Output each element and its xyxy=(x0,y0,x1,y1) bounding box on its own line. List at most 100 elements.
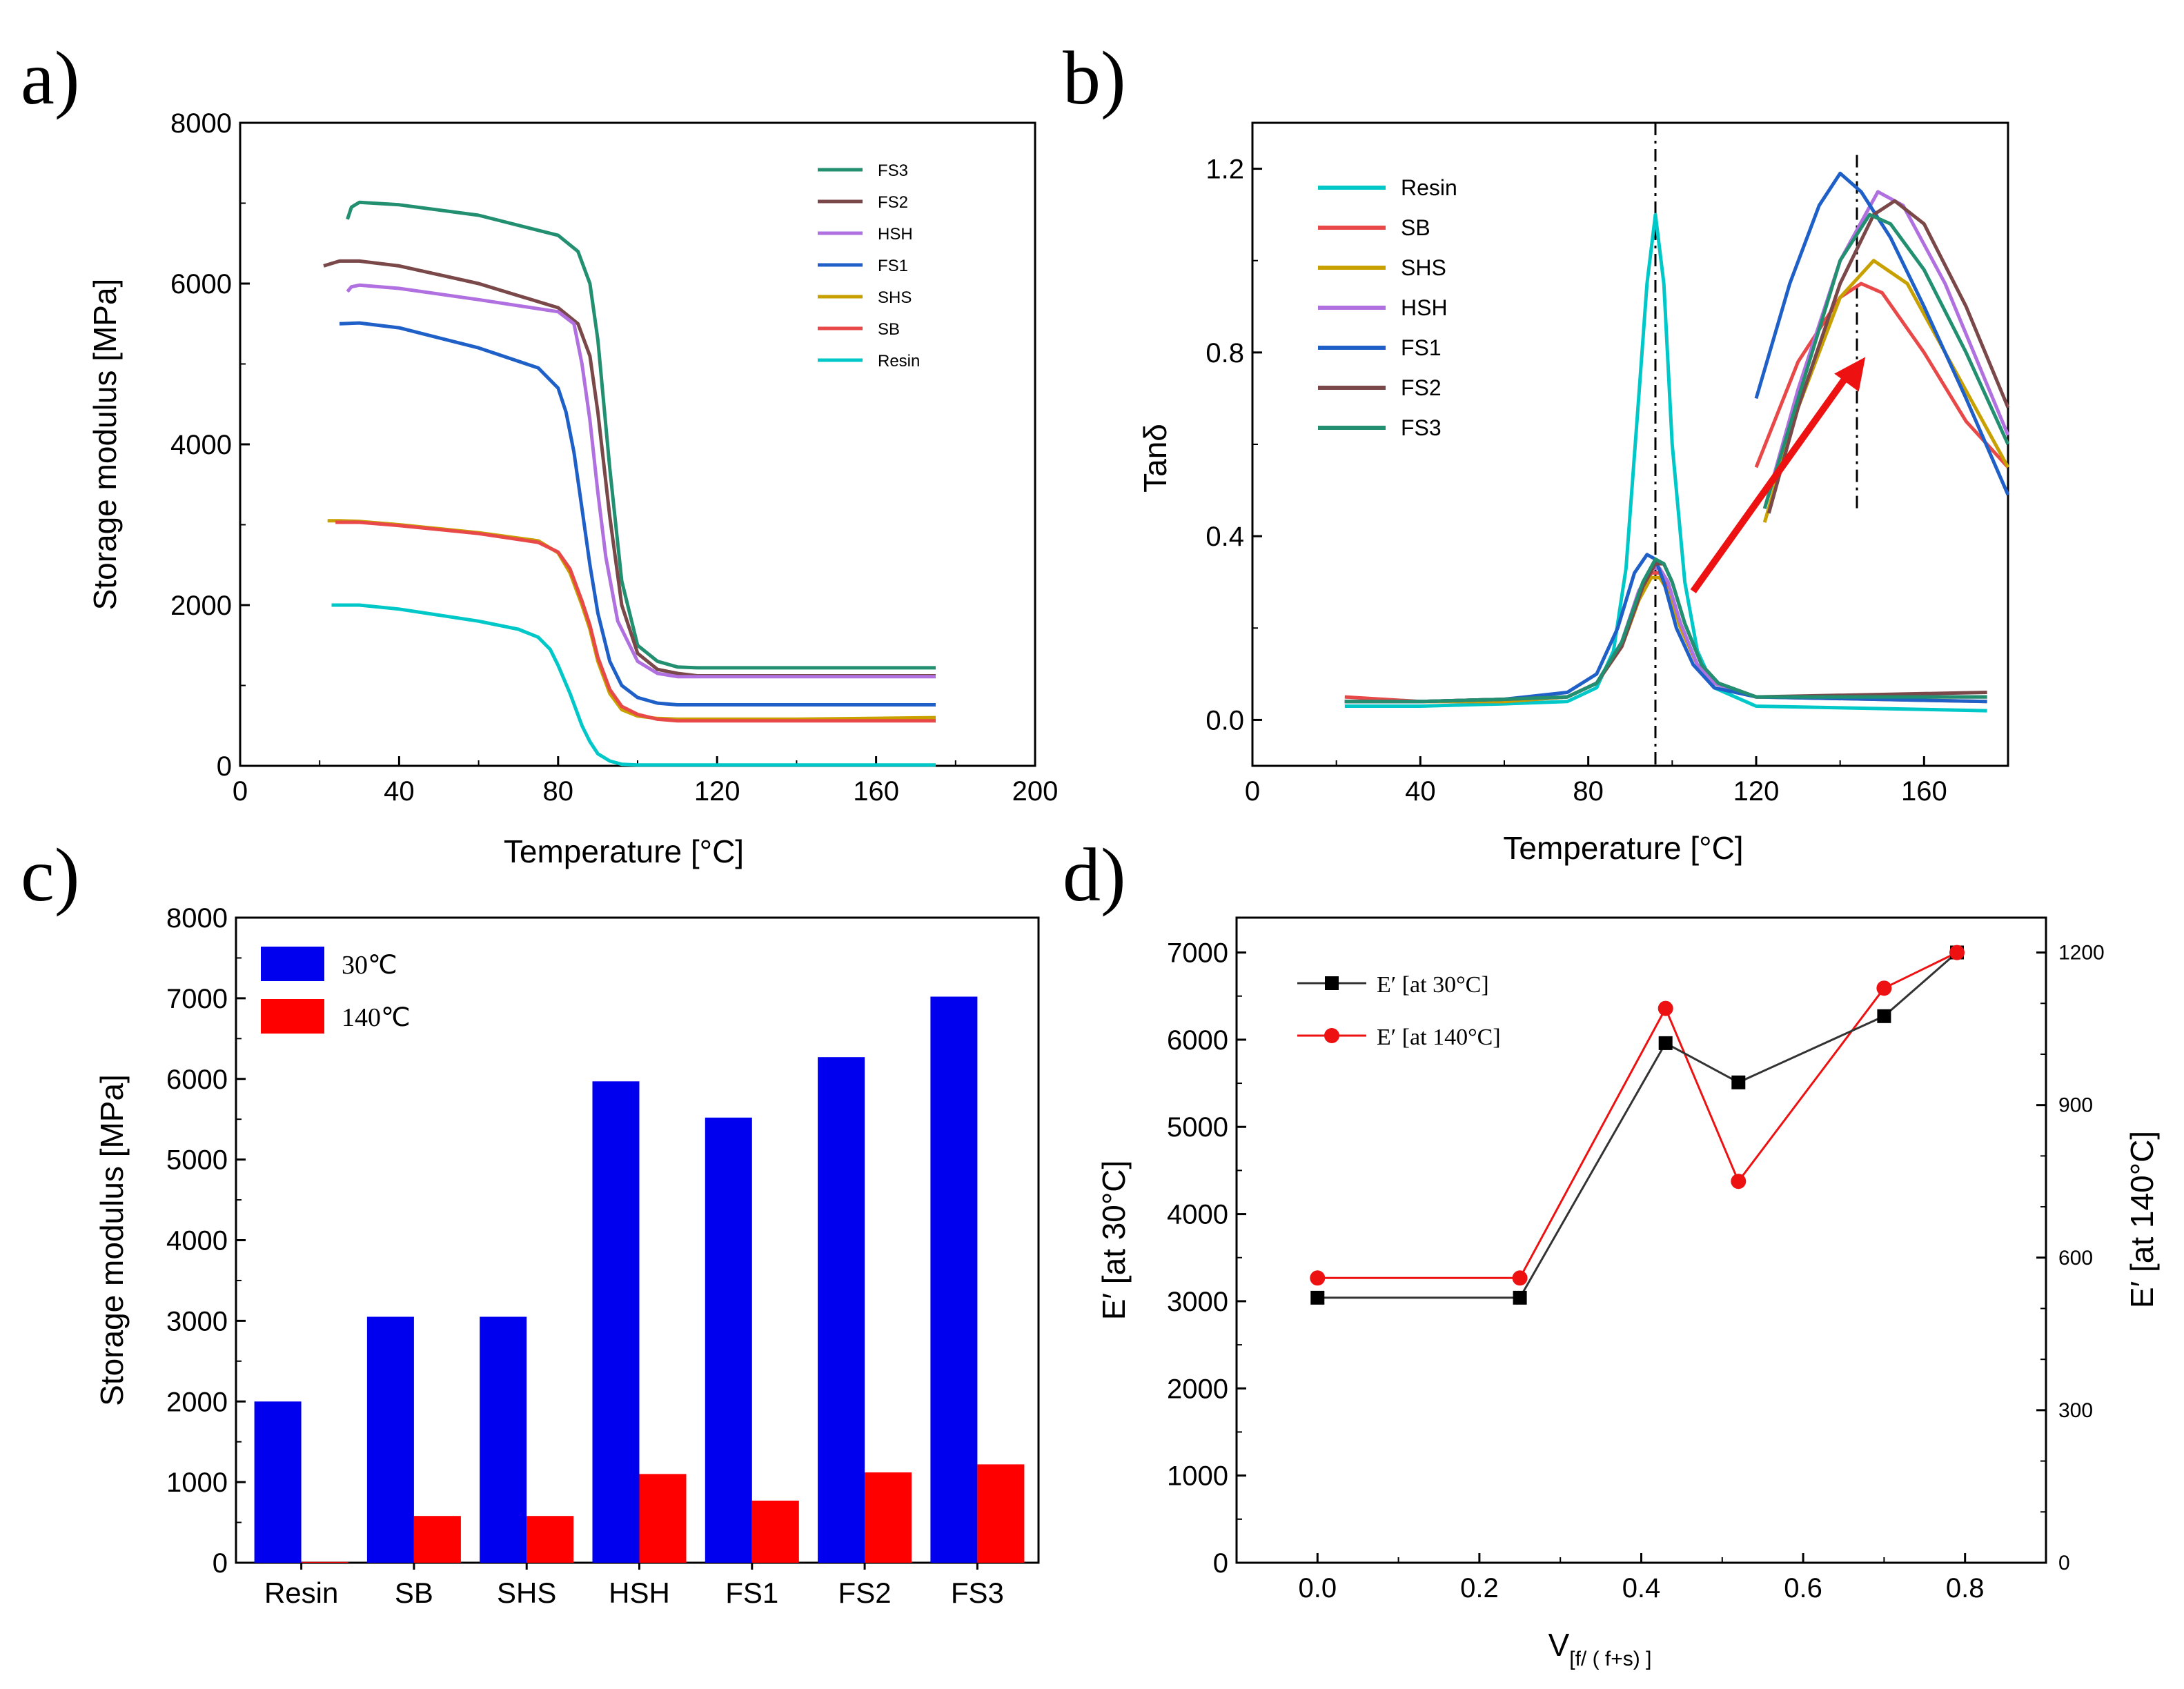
series-line-sb xyxy=(335,520,936,723)
x-axis-title: Temperature [°C] xyxy=(1503,830,1743,866)
series-line-hsh xyxy=(346,283,936,679)
zoom-line-fs1 xyxy=(1754,171,2010,496)
x-tick-label: 0.0 xyxy=(1298,1573,1337,1603)
series-line-fs3 xyxy=(1344,557,1987,704)
x-tick-label: 0.4 xyxy=(1622,1573,1661,1603)
series-line-resin xyxy=(331,603,936,767)
point-140c xyxy=(1657,1000,1673,1016)
point-140c xyxy=(1512,1270,1528,1286)
y-tick-label: 5000 xyxy=(166,1145,228,1176)
y-tick-label: 8000 xyxy=(166,903,228,934)
x-axis-title: V[f/ ( f+s) ] xyxy=(1548,1627,1652,1670)
bar-30c-resin xyxy=(254,1401,302,1563)
bar-140c-fs3 xyxy=(977,1464,1025,1563)
zoom-line-fs2 xyxy=(1767,199,2010,514)
y2-axis-title: E′ [at 140°C] xyxy=(2124,1131,2160,1308)
point-30c xyxy=(1310,1290,1325,1305)
x-axis-title-subscript: [f/ ( f+s) ] xyxy=(1569,1648,1651,1670)
category-label: SB xyxy=(395,1577,433,1609)
y-tick-label: 2000 xyxy=(1167,1374,1228,1404)
x-tick-label: 40 xyxy=(384,776,415,807)
point-140c xyxy=(1310,1270,1326,1286)
panel-label: a) xyxy=(21,36,79,120)
y-tick-label: 4000 xyxy=(1167,1200,1228,1230)
y-tick-label: 8000 xyxy=(170,108,232,139)
legend-label-shs: SHS xyxy=(1401,255,1446,280)
bar-140c-fs1 xyxy=(751,1501,799,1563)
y-tick-label: 2000 xyxy=(166,1387,228,1417)
category-label: FS3 xyxy=(951,1577,1004,1609)
legend-label-sb: SB xyxy=(1401,215,1430,240)
y-tick-label: 1.2 xyxy=(1206,155,1244,185)
zoom-line-sb xyxy=(1754,282,2009,468)
y-axis-title: Tanδ xyxy=(1137,424,1173,493)
point-30c xyxy=(1731,1075,1746,1089)
legend-swatch-30c xyxy=(261,947,324,981)
y-axis-title: E′ [at 30°C] xyxy=(1096,1160,1132,1321)
zoom-line-hsh xyxy=(1762,190,2010,509)
x-tick-label: 0 xyxy=(233,776,248,807)
point-140c xyxy=(1731,1174,1747,1189)
y-tick-label: 3000 xyxy=(166,1306,228,1336)
panel-b: b) 0 40 80 120 160 0.0 0.4 0.8 1.2 Temperature [°C… xyxy=(1063,36,2010,866)
x-axis-title-main: V xyxy=(1548,1627,1570,1663)
y2-tick-label: 600 xyxy=(2058,1247,2093,1270)
legend-30c-marker xyxy=(1325,976,1339,990)
point-140c xyxy=(1949,945,1965,960)
y2-tick-label: 0 xyxy=(2058,1552,2070,1574)
x-tick-label: 120 xyxy=(694,776,740,807)
arrow-shaft xyxy=(1690,367,1855,593)
y-axis-title: Storage modulus [MPa] xyxy=(94,1074,130,1406)
panel-d: d)0.0 0.2 0.4 0.6 0.801000200030004000500060… xyxy=(1063,833,2160,1670)
x-tick-label: 0.6 xyxy=(1784,1573,1822,1603)
point-30c xyxy=(1658,1036,1673,1050)
series-line-resin xyxy=(1344,213,1987,713)
bar-140c-hsh xyxy=(639,1474,687,1563)
y-tick-label: 0 xyxy=(213,1548,228,1579)
panel-label: d) xyxy=(1063,833,1126,917)
legend-label-fs1: FS1 xyxy=(878,257,908,275)
y-tick-label: 6000 xyxy=(1167,1025,1228,1056)
bar-30c-fs3 xyxy=(930,996,978,1563)
y-tick-label: 0.8 xyxy=(1206,338,1244,368)
legend-label-30c: 30℃ xyxy=(342,951,397,980)
y-tick-label: 4000 xyxy=(170,430,232,460)
y2-tick-label: 1200 xyxy=(2058,942,2105,965)
y-tick-label: 3000 xyxy=(1167,1287,1228,1317)
legend-label-resin: Resin xyxy=(1401,175,1457,200)
point-140c xyxy=(1876,980,1892,996)
legend-label-fs2: FS2 xyxy=(878,193,908,212)
legend-label-fs3: FS3 xyxy=(1401,415,1442,440)
category-label: SHS xyxy=(497,1577,556,1609)
bar-30c-shs xyxy=(480,1316,527,1563)
legend-140c-label: E′ [at 140°C] xyxy=(1377,1025,1501,1050)
x-tick-label: 80 xyxy=(543,776,574,807)
x-tick-label: 0.2 xyxy=(1460,1573,1499,1603)
series-line-30c xyxy=(1317,951,1958,1299)
y-tick-label: 2000 xyxy=(170,591,232,621)
bar-30c-fs1 xyxy=(705,1117,752,1563)
panel-label: c) xyxy=(21,833,79,917)
y-tick-label: 5000 xyxy=(1167,1112,1228,1143)
x-tick-label: 80 xyxy=(1573,776,1604,807)
x-tick-label: 120 xyxy=(1733,776,1780,807)
legend-label-hsh: HSH xyxy=(1401,295,1448,320)
series-line-fs2 xyxy=(323,259,936,678)
y2-tick-label: 300 xyxy=(2058,1399,2093,1422)
y-tick-label: 6000 xyxy=(170,269,232,299)
y2-tick-label: 900 xyxy=(2058,1094,2093,1117)
bar-30c-hsh xyxy=(592,1081,640,1563)
bar-140c-resin xyxy=(301,1561,348,1563)
legend-label-fs1: FS1 xyxy=(1401,335,1442,360)
x-tick-label: 0 xyxy=(1245,776,1260,807)
point-30c xyxy=(1877,1009,1891,1023)
y-tick-label: 4000 xyxy=(166,1226,228,1256)
panel-c: c) 0 1000 2000 3000 4000 5000 6000 7000 8000 Stora… xyxy=(21,833,1040,1609)
y-tick-label: 0 xyxy=(217,751,232,782)
legend-label-sb: SB xyxy=(878,320,900,339)
legend-30c-label: E′ [at 30°C] xyxy=(1377,972,1489,998)
legend-swatch-140c xyxy=(261,999,324,1034)
x-tick-label: 160 xyxy=(853,776,899,807)
y-tick-label: 1000 xyxy=(1167,1461,1228,1492)
